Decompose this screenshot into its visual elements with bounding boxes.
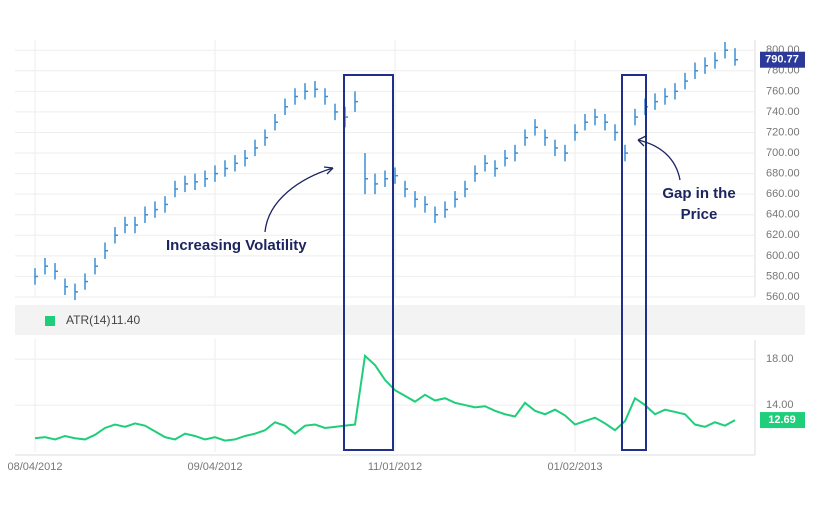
- last-price-label: 790.77: [765, 54, 799, 66]
- legend-label: ATR(14): [66, 313, 110, 327]
- y-tick-label: 14.00: [766, 399, 794, 411]
- legend-value: 11.40: [111, 313, 140, 327]
- y-tick-label: 720.00: [766, 126, 800, 138]
- y-tick-label: 580.00: [766, 270, 800, 282]
- gap-box: [621, 74, 647, 451]
- annotation-arrow: [637, 139, 681, 181]
- arrowhead: [323, 166, 334, 175]
- y-tick-label: 700.00: [766, 147, 800, 159]
- last-price-box: [760, 51, 805, 68]
- y-tick-label: 680.00: [766, 168, 800, 180]
- annotation-arrow: [264, 167, 334, 233]
- x-tick-label: 11/01/2012: [368, 461, 422, 473]
- y-tick-label: 560.00: [766, 291, 800, 303]
- y-tick-label: 620.00: [766, 229, 800, 241]
- last-atr-label: 12.69: [768, 414, 796, 426]
- y-tick-label: 18.00: [766, 353, 794, 365]
- volatility-box: [343, 74, 394, 451]
- x-tick-label: 08/04/2012: [7, 461, 62, 473]
- last-atr-box: [760, 412, 805, 429]
- y-tick-label: 640.00: [766, 209, 800, 221]
- annotation: Price: [681, 206, 718, 223]
- y-tick-label: 660.00: [766, 188, 800, 200]
- atr-line: [34, 353, 736, 442]
- annotation: Gap in the: [662, 185, 735, 202]
- annotation: Increasing Volatility: [166, 237, 307, 254]
- legend-swatch: [45, 316, 55, 326]
- legend-strip: [15, 305, 805, 335]
- x-tick-label: 09/04/2012: [187, 461, 242, 473]
- x-tick-label: 01/02/2013: [547, 461, 602, 473]
- y-tick-label: 760.00: [766, 85, 800, 97]
- y-tick-label: 740.00: [766, 106, 800, 118]
- arrowhead: [637, 135, 647, 147]
- y-tick-label: 600.00: [766, 250, 800, 262]
